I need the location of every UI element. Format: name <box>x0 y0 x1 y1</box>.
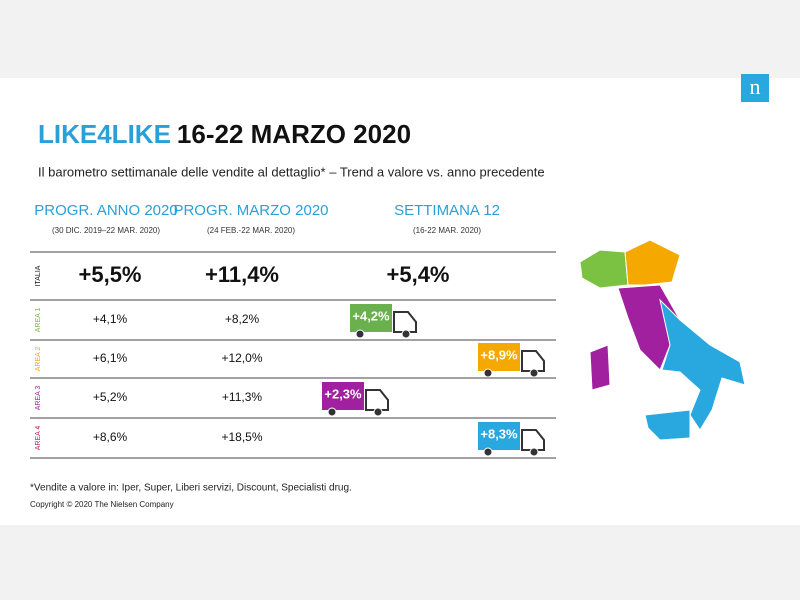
map <box>579 239 746 441</box>
cell: +5,4% <box>387 262 450 287</box>
cell: +2,3% <box>324 386 362 401</box>
wheel <box>529 447 539 457</box>
row-label: AREA 2 <box>35 347 42 372</box>
wheel <box>327 407 337 417</box>
cell: +5,5% <box>79 262 142 287</box>
copyright: Copyright © 2020 The Nielsen Company <box>30 500 174 509</box>
title-brand: LIKE4LIKE <box>38 119 171 149</box>
cell: +8,6% <box>93 430 128 444</box>
title-date: 16-22 MARZO 2020 <box>177 119 411 149</box>
table: ITALIA +5,5% +11,4% +5,4% AREA 1 +4,1% +8,2% +4… <box>30 251 556 459</box>
logo: n <box>750 74 761 99</box>
column-subtitle: (24 FEB.-22 MAR. 2020) <box>207 226 295 235</box>
column-title: PROGR. ANNO 2020 <box>34 202 177 219</box>
cell: +4,1% <box>93 312 128 326</box>
wheel <box>529 368 539 378</box>
subtitle: Il barometro settimanale delle vendite a… <box>38 164 545 179</box>
truck: +8,9% <box>478 343 545 378</box>
cell: +8,9% <box>480 347 518 362</box>
footnote: *Vendite a valore in: Iper, Super, Liber… <box>30 483 352 494</box>
column-title: PROGR. MARZO 2020 <box>173 202 328 219</box>
wheel <box>355 329 365 339</box>
truck: +4,2% <box>350 304 417 339</box>
cell: +12,0% <box>221 351 262 365</box>
truck-box <box>478 343 520 371</box>
truck-cab <box>393 311 417 333</box>
cell: +4,2% <box>352 308 390 323</box>
cell: +11,3% <box>222 390 262 404</box>
wheel <box>373 407 383 417</box>
truck-cab <box>521 429 545 451</box>
truck: +8,3% <box>478 422 545 457</box>
cell: +8,3% <box>480 426 518 441</box>
truck-box <box>478 422 520 450</box>
row-label: AREA 3 <box>35 386 42 411</box>
cell: +8,2% <box>225 312 260 326</box>
column-title: SETTIMANA 12 <box>394 202 500 219</box>
wheel <box>483 368 493 378</box>
cell: +6,1% <box>93 351 128 365</box>
truck-box <box>350 304 392 332</box>
row-label: AREA 1 <box>35 308 42 333</box>
top-band <box>0 0 800 78</box>
truck: +2,3% <box>322 382 389 417</box>
cell: +11,4% <box>205 262 279 287</box>
row-label: AREA 4 <box>35 426 42 451</box>
truck-cab <box>365 389 389 411</box>
wheel <box>483 447 493 457</box>
wheel <box>401 329 411 339</box>
cell: +18,5% <box>221 430 262 444</box>
cell: +5,2% <box>93 390 128 404</box>
bottom-band <box>0 525 800 600</box>
title: LIKE4LIKE 16-22 MARZO 2020 <box>38 119 411 149</box>
logo-box <box>741 74 769 102</box>
truck-box <box>322 382 364 410</box>
column-subtitle: (30 DIC. 2019–22 MAR. 2020) <box>52 226 160 235</box>
row-label: ITALIA <box>35 265 42 286</box>
truck-cab <box>521 350 545 372</box>
column-subtitle: (16-22 MAR. 2020) <box>413 226 481 235</box>
